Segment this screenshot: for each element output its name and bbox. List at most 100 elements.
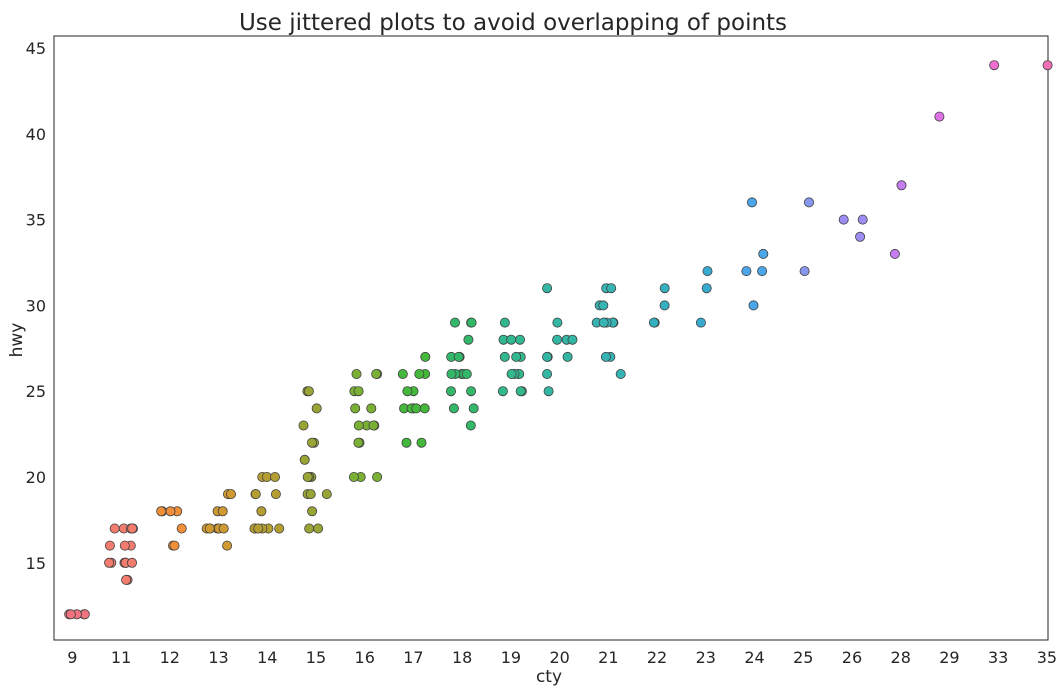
x-tick-label: 25 — [793, 648, 813, 667]
data-point — [463, 334, 474, 345]
data-point — [350, 403, 361, 414]
data-point — [567, 334, 578, 345]
x-tick-label: 20 — [549, 648, 569, 667]
data-point — [351, 368, 362, 379]
x-tick-label: 17 — [403, 648, 423, 667]
data-point — [468, 403, 479, 414]
data-point — [298, 420, 309, 431]
data-point — [889, 248, 900, 259]
data-point — [311, 403, 322, 414]
x-tick-label: 29 — [939, 648, 959, 667]
x-tick-label: 16 — [355, 648, 375, 667]
x-tick-label: 33 — [988, 648, 1008, 667]
data-point — [506, 334, 517, 345]
data-point — [515, 386, 526, 397]
y-tick-label: 20 — [26, 468, 46, 487]
data-point — [741, 266, 752, 277]
data-point — [506, 368, 517, 379]
data-point — [838, 214, 849, 225]
data-point — [757, 266, 768, 277]
data-point — [306, 437, 317, 448]
data-point — [274, 523, 285, 534]
x-tick-label: 24 — [744, 648, 764, 667]
data-point — [615, 368, 626, 379]
data-point — [366, 403, 377, 414]
data-point — [204, 523, 215, 534]
data-point — [598, 317, 609, 328]
data-point — [466, 317, 477, 328]
data-point — [402, 386, 413, 397]
x-tick-label: 15 — [306, 648, 326, 667]
data-point — [299, 454, 310, 465]
data-point — [156, 506, 167, 517]
x-tick-label: 11 — [111, 648, 131, 667]
data-point — [256, 506, 267, 517]
data-point — [497, 386, 508, 397]
data-point — [222, 540, 233, 551]
data-point — [466, 386, 477, 397]
data-point — [353, 437, 364, 448]
data-point — [701, 283, 712, 294]
data-point — [799, 266, 810, 277]
x-axis-label: cty — [536, 667, 562, 687]
data-point — [598, 300, 609, 311]
data-point — [225, 489, 236, 500]
data-point — [416, 437, 427, 448]
data-point — [348, 471, 359, 482]
data-point — [127, 557, 138, 568]
data-point — [542, 351, 553, 362]
data-point — [446, 368, 457, 379]
data-point — [127, 523, 138, 534]
data-point — [420, 351, 431, 362]
x-tick-label: 9 — [67, 648, 77, 667]
data-point — [303, 386, 314, 397]
data-point — [448, 403, 459, 414]
data-point — [748, 300, 759, 311]
data-point — [758, 248, 769, 259]
y-tick-label: 15 — [26, 554, 46, 573]
data-point — [1042, 60, 1053, 71]
data-point — [253, 523, 264, 534]
data-point — [353, 420, 364, 431]
data-point — [445, 386, 456, 397]
data-point — [217, 506, 228, 517]
data-point — [169, 540, 180, 551]
data-point — [542, 283, 553, 294]
data-point — [109, 523, 120, 534]
data-point — [552, 334, 563, 345]
data-point — [121, 574, 132, 585]
data-point — [165, 506, 176, 517]
x-tick-label: 21 — [598, 648, 618, 667]
y-tick-label: 30 — [26, 296, 46, 315]
data-point — [397, 368, 408, 379]
data-point — [304, 523, 315, 534]
data-point — [449, 317, 460, 328]
x-tick-label: 28 — [891, 648, 911, 667]
points-layer — [64, 60, 1053, 620]
data-point — [269, 471, 280, 482]
x-tick-label: 19 — [501, 648, 521, 667]
data-point — [499, 351, 510, 362]
data-point — [543, 386, 554, 397]
y-tick-labels: 15 20 25 30 35 40 45 — [26, 39, 46, 573]
data-point — [176, 523, 187, 534]
y-axis-label: hwy — [7, 323, 27, 358]
chart-title: Use jittered plots to avoid overlapping … — [239, 10, 787, 36]
x-tick-labels: 9 11 12 13 14 15 16 17 18 19 20 21 22 23 24 25 26 28 29 33 3… — [67, 648, 1057, 667]
data-point — [562, 351, 573, 362]
data-point — [368, 420, 379, 431]
y-tick-label: 25 — [26, 382, 46, 401]
x-tick-label: 12 — [160, 648, 180, 667]
x-tick-label: 22 — [647, 648, 667, 667]
data-point — [250, 489, 261, 500]
data-point — [659, 300, 670, 311]
data-point — [855, 231, 866, 242]
data-point — [747, 197, 758, 208]
data-point — [302, 471, 313, 482]
x-tick-label: 18 — [452, 648, 472, 667]
data-point — [702, 266, 713, 277]
data-point — [499, 317, 510, 328]
data-point — [461, 368, 472, 379]
